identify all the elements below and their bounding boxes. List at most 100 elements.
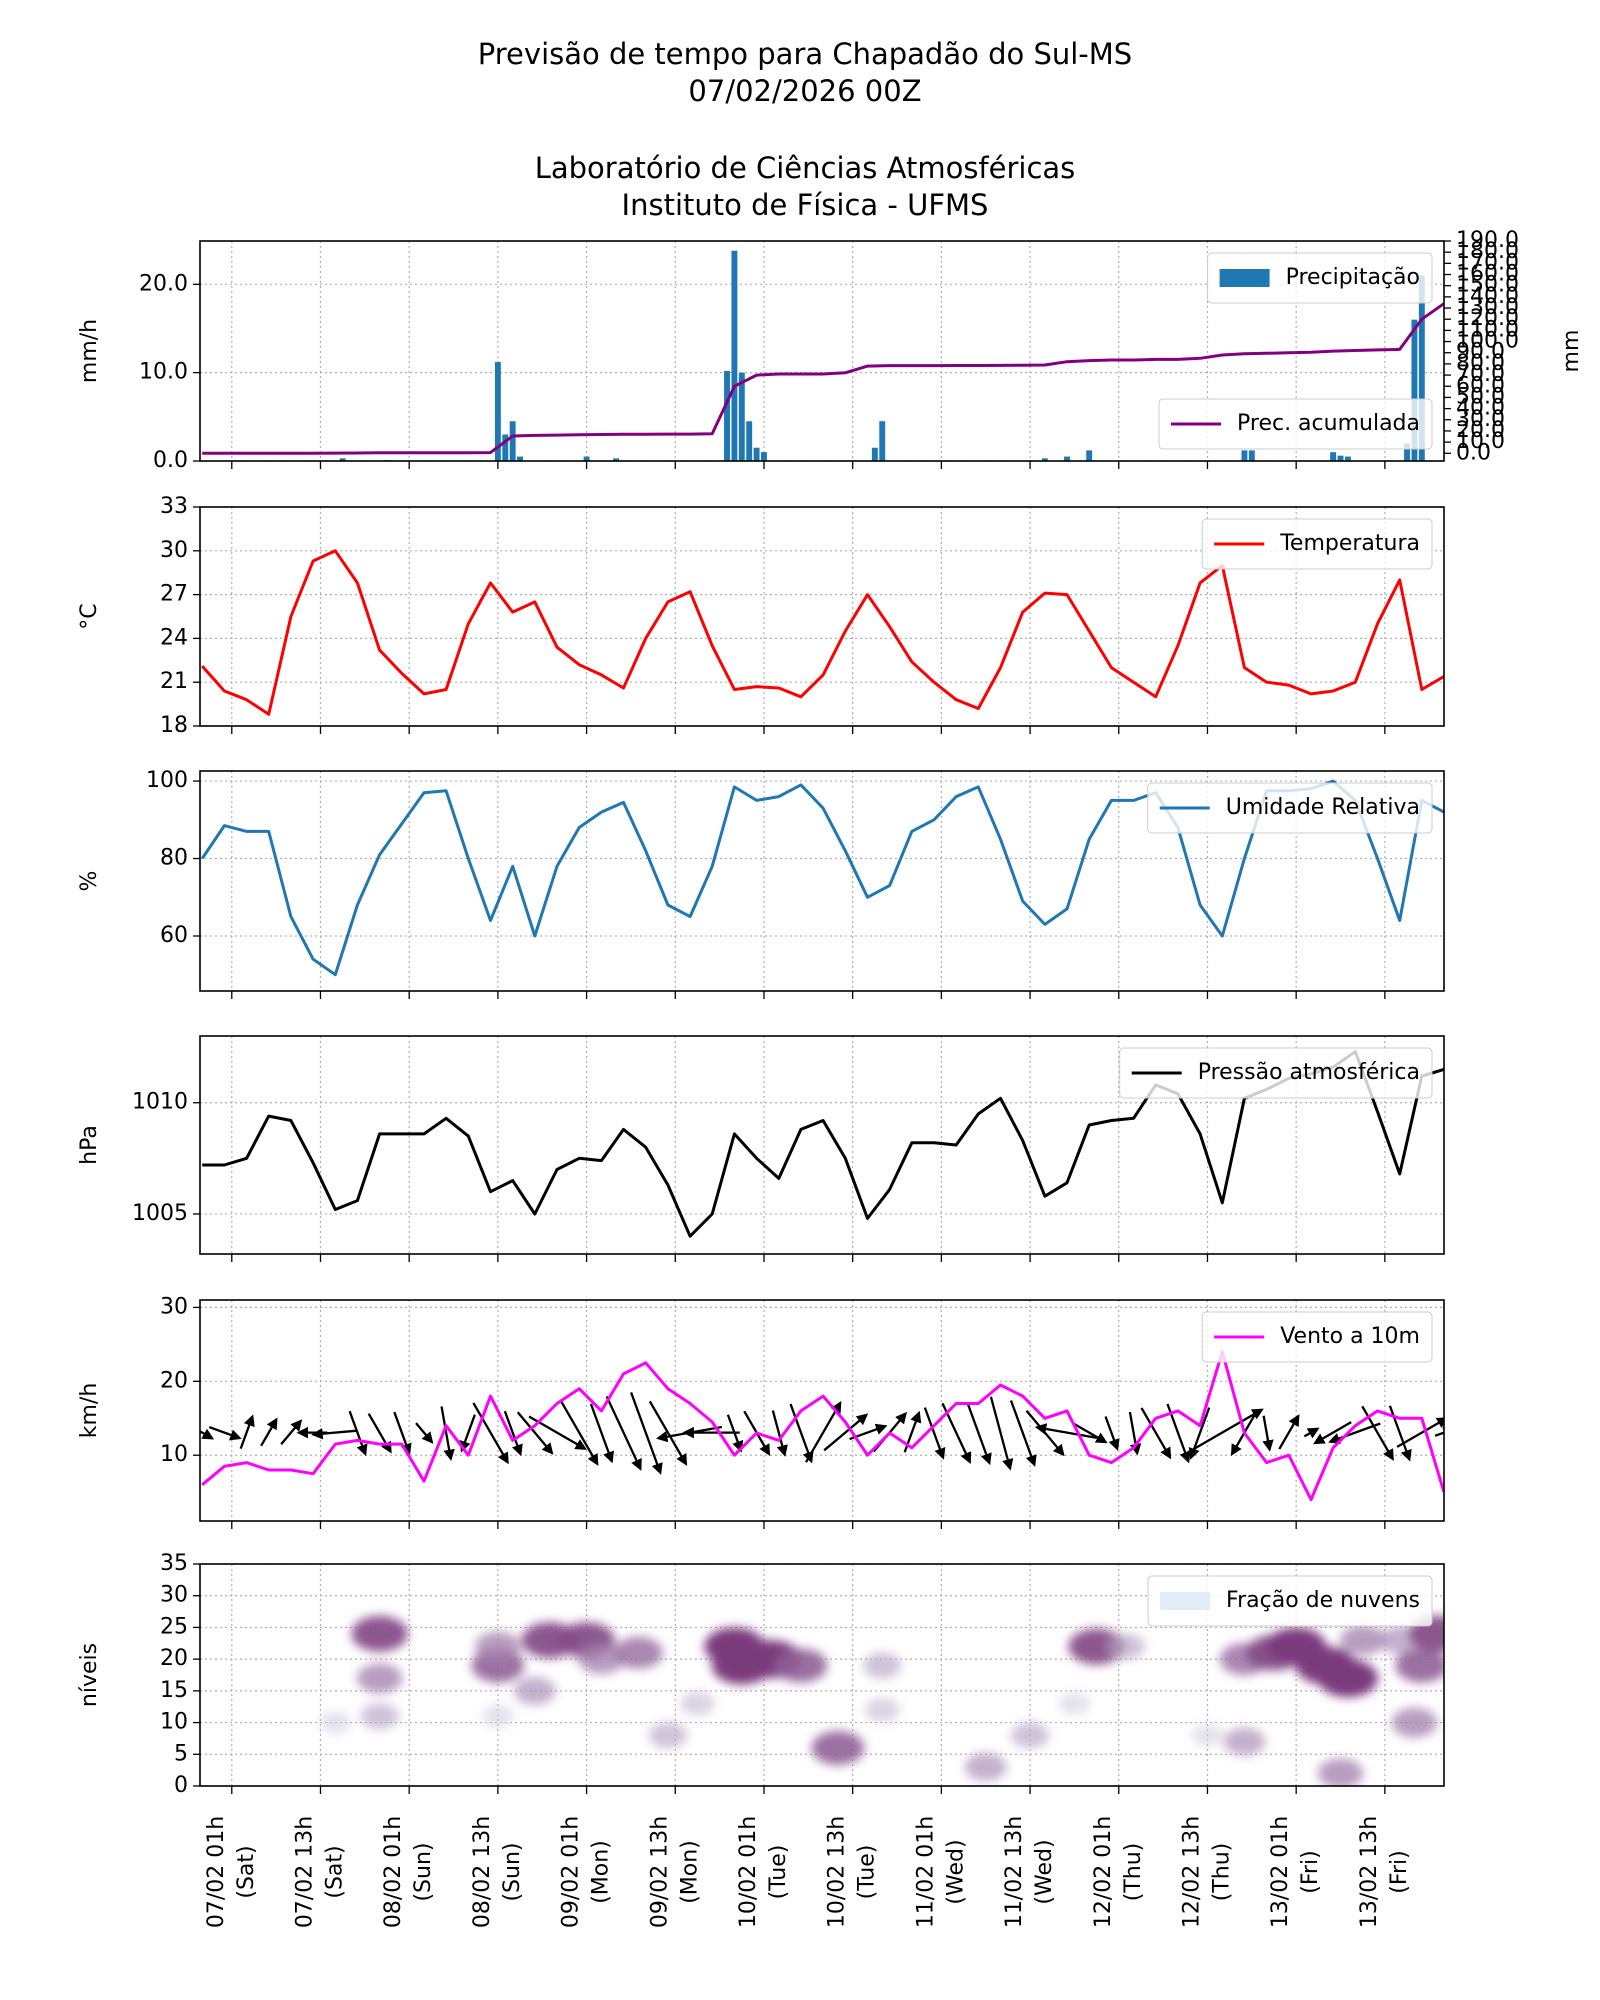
bar (879, 421, 886, 461)
legend-label: Fração de nuvens (1226, 1588, 1420, 1613)
y-tick-label: 33 (160, 494, 188, 519)
legend: Temperatura (1201, 518, 1433, 570)
y-tick-label: 24 (160, 625, 188, 650)
axes-frame (199, 240, 1445, 462)
y-axis-label: hPa (77, 1125, 102, 1165)
y-tick-label: 5 (174, 1741, 188, 1766)
y2-tick-label: 30.0 (1456, 407, 1505, 432)
bar (613, 458, 620, 461)
legend: Vento a 10m (1201, 1311, 1433, 1363)
y2-tick-label: 40.0 (1456, 396, 1505, 421)
bar (1064, 456, 1070, 461)
wind-arrow (260, 1417, 278, 1447)
x-tick-label: 09/02 01h (559, 1816, 584, 1928)
legend-label: Vento a 10m (1280, 1324, 1420, 1349)
legend-patch (1219, 269, 1270, 287)
plot-area (200, 779, 1444, 977)
x-tick-label: 13/02 13h (1357, 1816, 1382, 1928)
y-tick-label: 100 (146, 768, 188, 793)
y-tick-label: 10 (160, 1710, 188, 1735)
y-tick-label: 18 (160, 713, 188, 738)
legend-label: Temperatura (1279, 531, 1420, 556)
wind-arrow (459, 1414, 476, 1453)
cloud-cell (1068, 1628, 1125, 1665)
wind-arrow (503, 1410, 523, 1457)
x-tick-day: (Fri) (1387, 1850, 1412, 1893)
axes-frame (199, 1299, 1445, 1522)
wind-arrow (989, 1396, 1014, 1471)
wind-arrow (630, 1392, 663, 1475)
bar (1041, 458, 1048, 461)
y2-tick-label: 180.0 (1456, 239, 1519, 264)
wind-arrow (280, 1419, 303, 1445)
x-tick-day: (Mon) (677, 1840, 702, 1904)
legend-label: Umidade Relativa (1226, 795, 1420, 820)
y2-tick-label: 20.0 (1456, 418, 1505, 443)
cloud-field (319, 1615, 1444, 1786)
line (202, 302, 1444, 455)
bar (517, 456, 524, 461)
x-tick-label: 10/02 13h (825, 1816, 850, 1928)
cloud-cell (1391, 1707, 1438, 1738)
cloud-cell (864, 1697, 900, 1722)
wind-arrow (393, 1411, 412, 1456)
y-axis-label: km/h (77, 1383, 102, 1439)
cloud-cell (578, 1644, 625, 1675)
y-tick-label: 35 (160, 1551, 188, 1576)
y-axis-label: mm/h (77, 319, 102, 383)
legend-label: Prec. acumulada (1237, 411, 1420, 436)
plot-area (200, 1350, 1444, 1502)
x-tick-label: 07/02 13h (292, 1816, 317, 1928)
wind-arrow (771, 1410, 788, 1457)
y-tick-label: 80 (160, 846, 188, 871)
wind-arrow (200, 1428, 215, 1440)
axes-frame (199, 506, 1445, 727)
y-axis-label: % (77, 871, 102, 892)
y2-tick-label: 190.0 (1456, 228, 1519, 253)
legend: Fração de nuvens (1147, 1575, 1433, 1627)
wind-arrow (1303, 1427, 1320, 1439)
bar (1330, 452, 1337, 461)
panel: 60 80 100% Umidade Relativa (77, 768, 1445, 999)
y-tick-label: 30 (160, 538, 188, 563)
cloud-cell (1010, 1722, 1050, 1749)
panel: 10 20 30 km/h Vento a 10m (77, 1294, 1445, 1529)
y2-tick-label: 110.0 (1456, 317, 1519, 342)
wind-arrow (1434, 1427, 1444, 1438)
cloud-cell (482, 1705, 514, 1728)
legend-handle (1160, 1592, 1211, 1610)
y2-axis-label: mm (1559, 330, 1584, 373)
cloud-cell (356, 1663, 403, 1694)
panel: 0.010.020.00.010.020.030.040.050.060.070… (77, 228, 1584, 473)
subtitle: Laboratório de Ciências Atmosféricas (535, 151, 1076, 185)
x-tick-day: (Sat) (234, 1845, 259, 1898)
bar (761, 452, 767, 461)
legend: Umidade Relativa (1147, 782, 1433, 834)
wind-arrow (311, 1427, 358, 1440)
x-tick-day: (Wed) (1032, 1839, 1057, 1904)
panel: 18 21 24 27 30 33 °C Temperatura (77, 494, 1445, 738)
wind-arrow (1328, 1422, 1381, 1444)
x-tick-label: 10/02 01h (736, 1816, 761, 1928)
wind-arrow (1396, 1417, 1444, 1448)
wind-arrow (823, 1413, 869, 1452)
cloud-cell (1106, 1633, 1146, 1660)
panel: 1005 1010 hPa Pressão atmosférica (77, 1035, 1445, 1262)
wind-arrow (605, 1395, 642, 1471)
x-tick-day: (Thu) (1209, 1843, 1234, 1902)
x-tick-label: 11/02 13h (1002, 1816, 1027, 1928)
wind-arrow (648, 1400, 688, 1466)
wind-arrow (1034, 1423, 1098, 1440)
y2-tick-label: 10.0 (1456, 429, 1505, 454)
y2-tick-label: 120.0 (1456, 306, 1519, 331)
line (202, 1050, 1444, 1238)
bar (1411, 319, 1418, 461)
legend-box (1119, 1047, 1433, 1099)
plot-area (201, 549, 1444, 716)
cloud-cell (1191, 1724, 1224, 1747)
y2-tick-label: 90.0 (1456, 340, 1505, 365)
x-tick-day: (Thu) (1121, 1843, 1146, 1902)
y-tick-label: 20 (160, 1368, 188, 1393)
legend-box (1201, 1311, 1433, 1363)
